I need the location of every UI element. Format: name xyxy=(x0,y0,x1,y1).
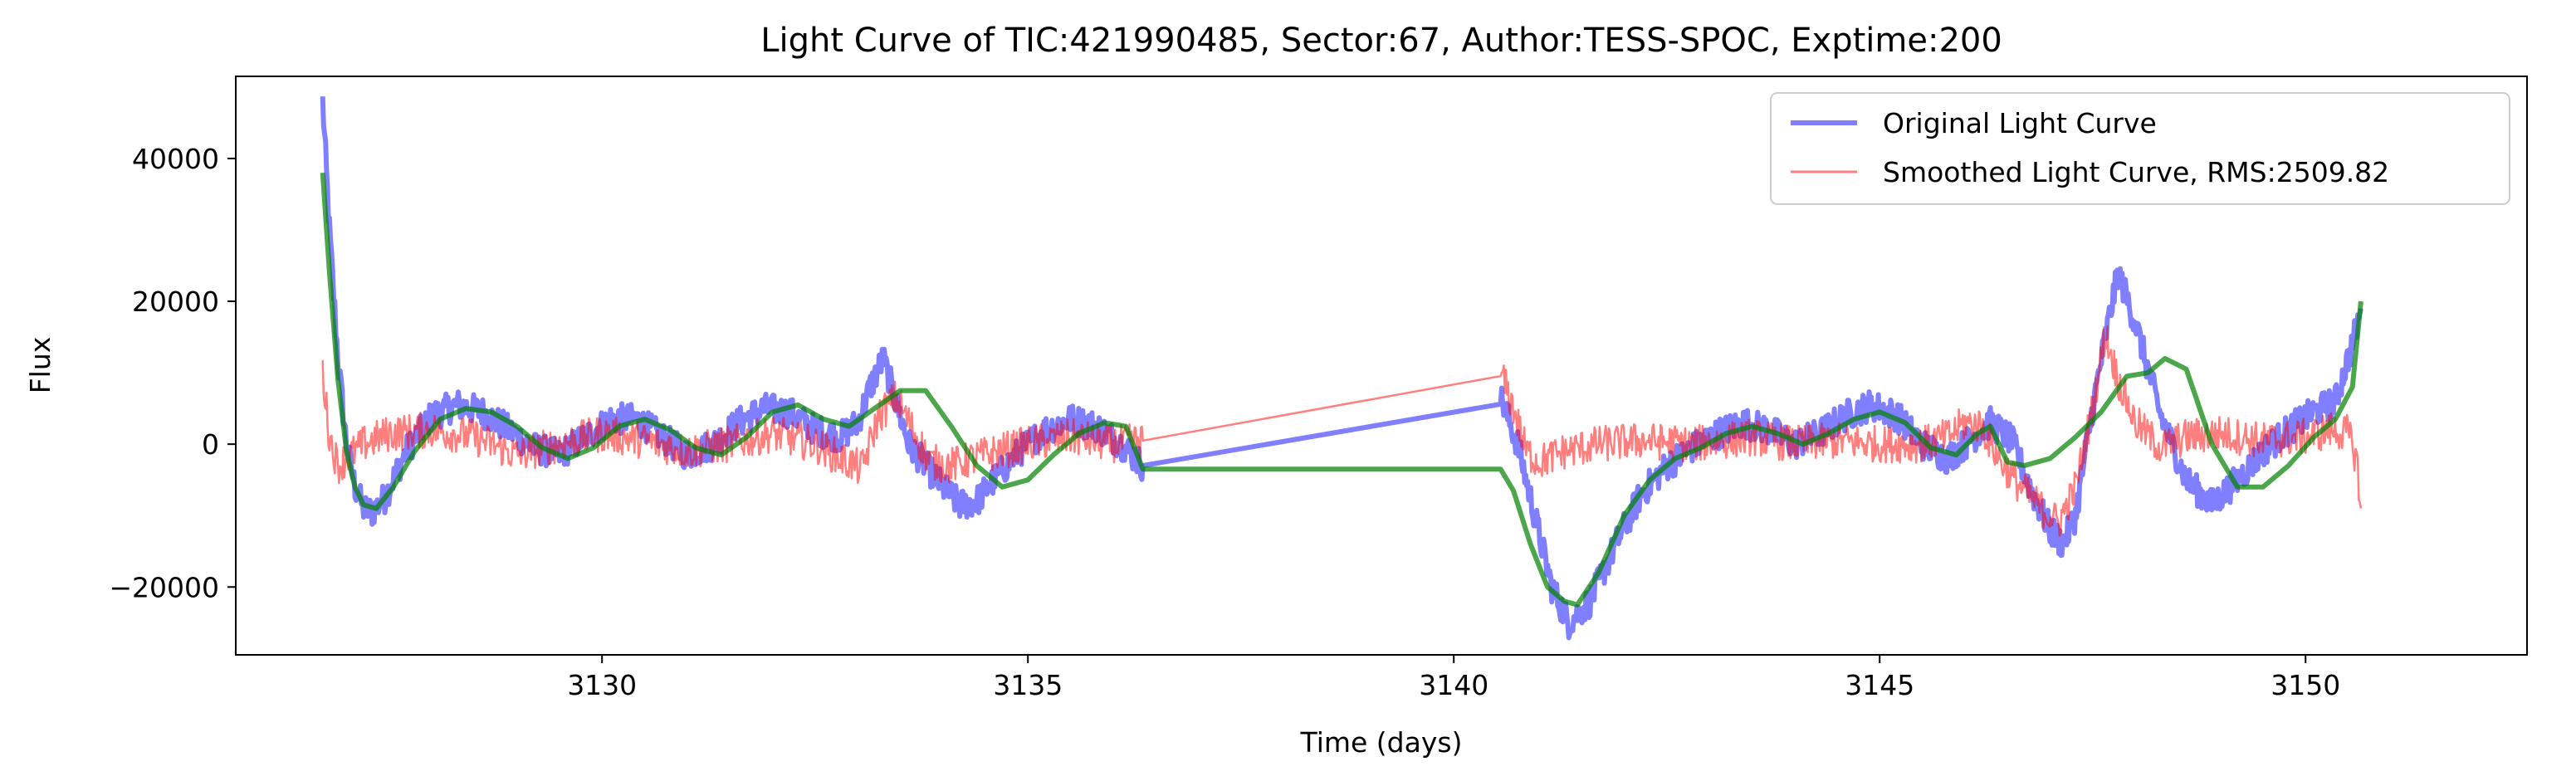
series-line-trend xyxy=(320,172,2363,608)
y-tick-label: 20000 xyxy=(132,286,219,318)
x-axis: 3130 3135 3140 3145 3150 xyxy=(567,655,2340,701)
series-line-smoothed xyxy=(321,325,2363,537)
legend-label-original: Original Light Curve xyxy=(1883,107,2157,139)
legend: Original Light Curve Smoothed Light Curv… xyxy=(1770,92,2510,205)
chart-title: Light Curve of TIC:421990485, Sector:67,… xyxy=(760,22,2002,60)
series-line-original xyxy=(320,96,2363,641)
legend-label-smoothed: Smoothed Light Curve, RMS:2509.82 xyxy=(1883,156,2389,188)
x-tick-label: 3140 xyxy=(1419,669,1488,701)
y-axis: −20000 0 20000 40000 xyxy=(109,143,236,603)
legend-box xyxy=(1770,92,2510,205)
series-layer xyxy=(320,96,2363,641)
x-tick-label: 3135 xyxy=(993,669,1063,701)
x-tick-label: 3130 xyxy=(567,669,637,701)
x-tick-label: 3150 xyxy=(2270,669,2340,701)
x-tick-label: 3145 xyxy=(1845,669,1914,701)
y-tick-label: 40000 xyxy=(132,143,219,175)
plot-frame xyxy=(235,76,2528,656)
y-axis-label: Flux xyxy=(24,337,56,394)
x-axis-label: Time (days) xyxy=(1300,726,1463,759)
y-tick-label: −20000 xyxy=(109,571,219,603)
y-tick-label: 0 xyxy=(202,428,219,461)
